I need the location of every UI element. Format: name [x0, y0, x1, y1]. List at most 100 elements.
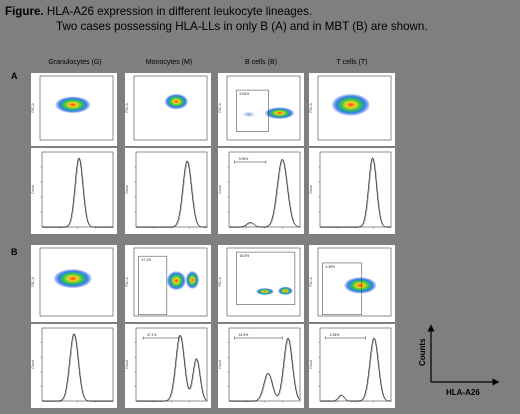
cell-population-cluster [185, 271, 199, 289]
row-label-a: A [11, 71, 18, 81]
histogram-a-b-cells: Count 9.05% [218, 148, 304, 234]
histogram-curve [136, 335, 208, 402]
y-axis-label: FSC-A [125, 102, 129, 112]
axis-legend-arrows [427, 324, 500, 386]
gate-percentage: 9.05% [239, 92, 249, 96]
plot-frame [41, 327, 114, 402]
histogram-curve [136, 160, 207, 228]
dot-plot-a-b-cells: FSC-A 9.05% [218, 73, 304, 146]
cell-population-cluster [344, 277, 377, 294]
axis-legend: Counts HLA-A26 [418, 322, 500, 397]
dot-plot-svg: FSC-A [31, 247, 114, 317]
histogram-b-granulocytes: Count [31, 324, 117, 408]
cell-population-cluster [256, 288, 274, 295]
dot-plot-svg: FSC-A 9.05% [218, 75, 301, 141]
histogram-b-t-cells: Count 4.35% [309, 324, 395, 408]
y-axis-label: Count [31, 360, 35, 369]
y-axis-label: FSC-A [218, 102, 222, 112]
gate-percentage: 47.1% [147, 333, 157, 337]
dot-plot-b-granulocytes: FSC-A [31, 245, 117, 322]
dot-plot-b-b-cells: FSC-A 15.5% [218, 245, 304, 322]
y-axis-label: FSC-A [31, 102, 35, 112]
cell-population-cluster [331, 93, 370, 116]
dot-plot-a-granulocytes: FSC-A [31, 73, 117, 146]
gate-percentage: 47.1% [141, 258, 151, 262]
plot-frame [135, 327, 208, 402]
histogram-svg: Count [125, 151, 208, 229]
histogram-curve-overlay [320, 158, 392, 228]
histogram-curve-overlay [136, 335, 208, 402]
histogram-curve-overlay [229, 159, 301, 228]
axis-x-label: HLA-A26 [446, 388, 480, 397]
dot-plot-svg: FSC-A [31, 75, 114, 141]
gate-percentage: 4.35% [325, 265, 335, 269]
gate-rectangle [236, 251, 296, 305]
histogram-svg: Count 15.5% [218, 327, 301, 403]
histogram-curve-overlay [320, 338, 392, 402]
gate-rectangle [322, 262, 363, 315]
plot-frame [226, 247, 301, 317]
histogram-curve-overlay [42, 334, 114, 402]
histogram-svg: Count [31, 151, 114, 229]
histogram-curve [42, 157, 113, 228]
dot-plot-svg: FSC-A 47.1% [125, 247, 208, 317]
histogram-curve-overlay [136, 161, 208, 228]
axis-y-label: Counts [418, 338, 427, 366]
y-axis-label: FSC-A [309, 276, 313, 286]
histogram-curve-overlay [42, 158, 114, 228]
dot-plot-svg: FSC-A 4.35% [309, 247, 392, 317]
histogram-svg: Count 47.1% [125, 327, 208, 403]
y-axis-label: FSC-A [31, 276, 35, 286]
histogram-b-monocytes: Count 47.1% [125, 324, 211, 408]
column-header-granulocytes: Granulocytes (G) [48, 59, 102, 66]
row-label-b: B [11, 247, 18, 257]
histogram-curve [42, 333, 113, 402]
gate-rectangle [138, 255, 168, 315]
cell-population-cluster [264, 107, 295, 119]
figure-caption: Figure. HLA-A26 expression in different … [5, 4, 517, 34]
cell-population-cluster [164, 93, 189, 110]
cell-population-cluster [55, 96, 91, 114]
column-header-t-cells: T cells (T) [336, 59, 368, 66]
y-axis-label: Count [31, 185, 35, 194]
plot-frame [228, 151, 301, 228]
gate-percentage: 15.5% [239, 333, 249, 337]
histogram-curve [229, 337, 301, 402]
gate-percentage: 15.5% [239, 254, 249, 258]
histogram-svg: Count [31, 327, 114, 403]
histogram-a-t-cells: Count [309, 148, 395, 234]
histogram-curve [229, 159, 301, 228]
histogram-curve-overlay [229, 338, 301, 402]
y-axis-label: FSC-A [125, 276, 129, 286]
y-axis-label: FSC-A [309, 102, 313, 112]
dot-plot-svg: FSC-A [309, 75, 392, 141]
plot-frame [228, 327, 301, 402]
dot-plot-svg: FSC-A 15.5% [218, 247, 301, 317]
histogram-curve [320, 157, 391, 228]
column-header-monocytes: Monocytes (M) [145, 59, 193, 66]
histogram-svg: Count 9.05% [218, 151, 301, 229]
plot-frame [319, 151, 392, 228]
y-axis-label: Count [218, 185, 222, 194]
y-axis-label: Count [125, 360, 129, 369]
cell-population-cluster [166, 271, 186, 291]
column-header-b-cells: B cells (B) [245, 59, 277, 66]
y-axis-label: Count [125, 185, 129, 194]
dot-plot-svg: FSC-A [125, 75, 208, 141]
cell-population-cluster [241, 111, 257, 118]
y-axis-label: FSC-A [218, 276, 222, 286]
y-axis-label: Count [309, 185, 313, 194]
plot-frame [135, 151, 208, 228]
caption-line1: HLA-A26 expression in different leukocyt… [46, 5, 313, 18]
histogram-svg: Count 4.35% [309, 327, 392, 403]
dot-plot-a-monocytes: FSC-A [125, 73, 211, 146]
histogram-a-monocytes: Count [125, 148, 211, 234]
dot-plot-b-monocytes: FSC-A 47.1% [125, 245, 211, 322]
cell-population-cluster [53, 269, 92, 289]
dot-plot-b-t-cells: FSC-A 4.35% [309, 245, 395, 322]
histogram-curve [320, 337, 392, 402]
gate-percentage: 9.05% [239, 157, 249, 161]
y-axis-label: Count [309, 360, 313, 369]
cell-population-cluster [278, 286, 293, 295]
caption-line2: Two cases possessing HLA-LLs in only B (… [56, 20, 428, 33]
